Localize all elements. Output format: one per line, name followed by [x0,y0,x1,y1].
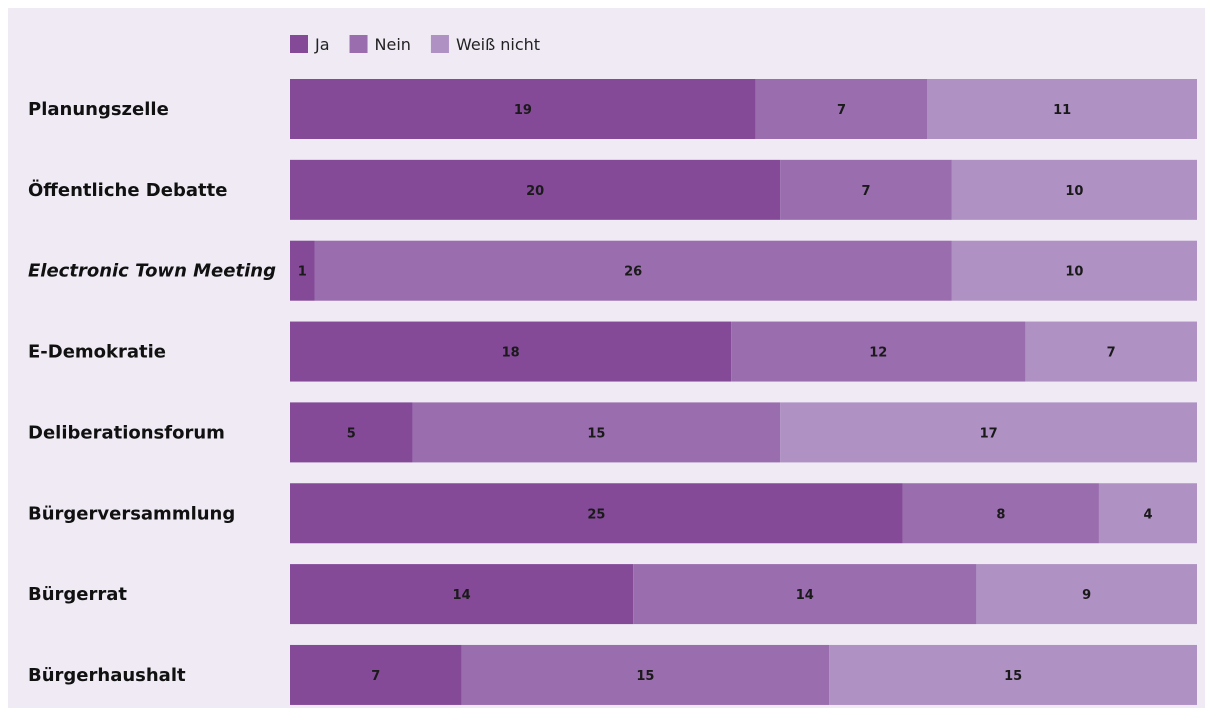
legend-swatch [290,35,308,53]
data-label: 11 [1053,103,1071,118]
data-label: 10 [1065,265,1083,280]
bar-segment-nein [314,240,952,301]
category-label: Bürgerhaushalt [28,665,186,686]
bar-segment-ja [290,79,756,139]
bar-segment-weiss-nicht [780,402,1197,463]
category-label: E-Demokratie [28,342,166,363]
data-label: 7 [1107,346,1116,361]
data-label: 12 [869,346,887,361]
bar-segment-nein [461,644,830,705]
legend-label: Nein [375,35,411,54]
category-label: Öffentliche Debatte [28,179,227,201]
bar-row-burgerversammlung: Bürgerversammlung 25 8 4 [28,483,1197,544]
data-label: 17 [980,426,998,441]
data-label: 14 [796,588,814,603]
legend-label: Weiß nicht [456,35,540,54]
data-label: 4 [1143,507,1152,522]
data-label: 10 [1065,184,1083,199]
bar-segment-nein [731,321,1026,382]
bar-segment-nein [780,159,952,220]
data-label: 7 [837,103,846,118]
bar-segment-ja [290,644,462,705]
bar-segment-nein [633,564,977,625]
data-label: 14 [453,588,471,603]
data-label: 7 [862,184,871,199]
legend-label: Ja [314,35,330,54]
bar-row-electronic-town-meeting: Electronic Town Meeting 1 26 10 [28,240,1197,301]
bar-row-burgerhaushalt: Bürgerhaushalt 7 15 15 [28,644,1197,705]
data-label: 20 [526,184,544,199]
data-label: 26 [624,265,642,280]
data-label: 25 [587,507,605,522]
legend-item-ja: Ja [290,35,330,54]
data-label: 15 [636,669,654,684]
data-label: 19 [514,103,532,118]
bar-segment-ja [290,402,413,463]
data-label: 9 [1082,588,1091,603]
bar-segment-weiss-nicht [1025,321,1197,382]
bar-segment-ja [290,564,634,625]
bar-segment-ja [290,159,781,220]
data-label: 15 [1004,669,1022,684]
bar-segment-ja [290,483,903,544]
bar-segment-weiss-nicht [1098,483,1197,544]
bar-segment-nein [902,483,1099,544]
bar-segment-nein [412,402,781,463]
legend-item-nein: Nein [349,35,411,54]
data-label: 7 [371,669,380,684]
data-label: 1 [298,265,307,280]
bar-row-planungszelle: Planungszelle 19 7 11 [28,79,1197,139]
bar-row-e-demokratie: E-Demokratie 18 12 7 [28,321,1197,382]
bar-segment-ja [290,321,732,382]
bar-segment-weiss-nicht [976,564,1197,625]
category-label: Deliberationsforum [28,422,225,443]
category-label: Electronic Town Meeting [28,261,276,282]
chart-panel: Ja Nein Weiß nicht Planungszelle 19 7 11 Öffent… [8,8,1205,708]
legend-item-weiss-nicht: Weiß nicht [430,35,540,54]
bar-segment-nein [755,79,928,139]
bar-row-burgerrat: Bürgerrat 14 14 9 [28,564,1197,625]
data-label: 5 [347,426,356,441]
legend-swatch [430,35,449,53]
data-label: 8 [996,507,1005,522]
legend-swatch [349,35,368,53]
bar-row-offentliche-debatte: Öffentliche Debatte 20 7 10 [28,159,1197,220]
data-label: 15 [587,426,605,441]
bar-segment-weiss-nicht [927,79,1197,139]
data-label: 18 [502,346,520,361]
bar-segment-weiss-nicht [829,644,1197,705]
bar-segment-weiss-nicht [951,240,1197,301]
bar-row-deliberationsforum: Deliberationsforum 5 15 17 [28,402,1197,463]
category-label: Planungszelle [28,99,169,120]
category-label: Bürgerversammlung [28,503,235,524]
bar-segment-weiss-nicht [951,159,1197,220]
bar-segment-ja [290,240,315,301]
category-label: Bürgerrat [28,584,127,605]
